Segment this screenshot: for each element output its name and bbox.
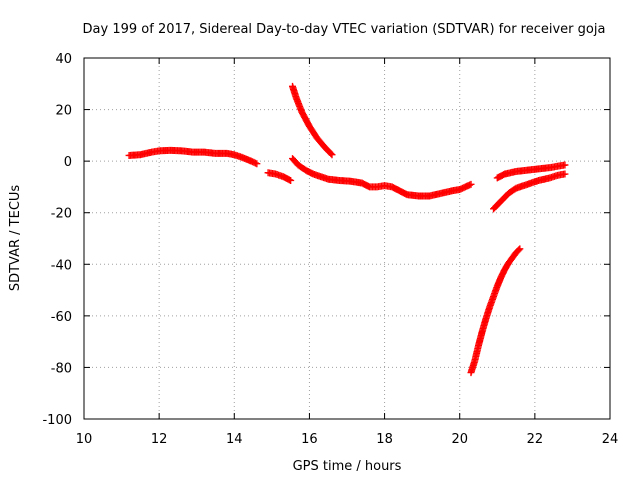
series-arc-7 — [467, 245, 524, 377]
y-tick-label: -40 — [51, 258, 72, 273]
x-tick-label: 22 — [527, 432, 544, 447]
x-tick-label: 20 — [451, 432, 468, 447]
data-point-marker — [287, 176, 295, 184]
grid-layer — [84, 58, 610, 419]
y-tick-label: -80 — [51, 361, 72, 376]
x-tick-label: 24 — [602, 432, 619, 447]
data-point-marker — [328, 151, 336, 159]
x-axis-label: GPS time / hours — [293, 459, 402, 474]
plot-frame — [83, 57, 611, 420]
data-point-marker — [327, 150, 335, 158]
series-arc-6 — [490, 170, 569, 213]
series-arc-3 — [289, 82, 336, 159]
y-tick-label: -100 — [42, 413, 72, 428]
y-tick-label: 0 — [64, 155, 72, 170]
ticks-layer: 10 12 14 16 18 20 22 24 -100 -80 -60 -40 -20 0 20 40 — [42, 52, 618, 447]
y-tick-label: 20 — [55, 104, 72, 119]
y-tick-label: -20 — [51, 207, 72, 222]
x-tick-label: 16 — [301, 432, 318, 447]
series-arc-1 — [125, 146, 261, 168]
y-tick-label: 40 — [55, 52, 72, 67]
data-point-marker — [253, 160, 261, 168]
x-tick-label: 10 — [76, 432, 93, 447]
x-tick-label: 14 — [226, 432, 243, 447]
series-arc-2 — [264, 169, 295, 184]
data-point-marker — [516, 245, 524, 253]
data-point-marker — [561, 161, 569, 169]
data-point-marker — [467, 180, 475, 188]
data-layer — [125, 82, 569, 377]
y-axis-label: SDTVAR / TECUs — [8, 185, 23, 292]
x-tick-label: 12 — [151, 432, 168, 447]
data-point-marker — [561, 170, 569, 178]
x-tick-label: 18 — [376, 432, 393, 447]
y-tick-label: -60 — [51, 310, 72, 325]
chart-title: Day 199 of 2017, Sidereal Day-to-day VTE… — [83, 22, 606, 37]
series-arc-5 — [493, 161, 569, 182]
data-point-marker — [515, 246, 523, 254]
series-arc-4 — [289, 155, 475, 200]
